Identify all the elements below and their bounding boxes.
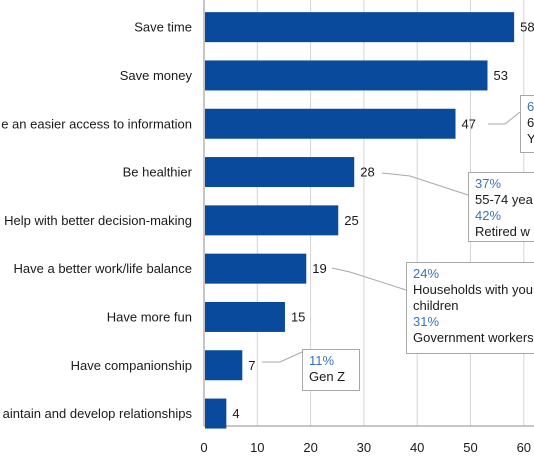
callout-leader-5: [331, 267, 407, 291]
value-label-0: 58: [520, 20, 534, 35]
value-label-7: 7: [248, 358, 255, 373]
callout-work-life-pct-2: 31%: [413, 314, 440, 329]
callout-leader-7: [262, 351, 303, 363]
x-tick-0: 0: [200, 440, 207, 455]
category-label-5: Have a better work/life balance: [14, 261, 192, 276]
category-label-2: e an easier access to information: [1, 116, 192, 131]
category-label-3: Be healthier: [123, 165, 193, 180]
value-label-8: 4: [232, 406, 239, 421]
value-label-2: 47: [462, 116, 476, 131]
callout-information-desc-2: Y: [527, 131, 534, 147]
callout-work-life-desc-2: Government workers: [413, 330, 534, 345]
callout-work-life-desc-1: Households with you children: [413, 282, 533, 313]
value-label-3: 28: [360, 165, 374, 180]
value-label-5: 19: [312, 261, 326, 276]
bar-5: [205, 253, 307, 284]
value-label-1: 53: [493, 68, 507, 83]
callout-healthier-pct-2: 42%: [475, 208, 502, 223]
bar-4: [205, 205, 339, 236]
x-tick-10: 10: [250, 440, 264, 455]
callout-healthier-desc-2: Retired w: [475, 224, 530, 239]
category-label-6: Have more fun: [107, 309, 192, 324]
x-tick-30: 30: [357, 440, 371, 455]
callout-information: 6 6 Y: [520, 95, 534, 153]
callout-healthier-desc-1: 55-74 yea: [475, 192, 533, 207]
x-axis-ticks: 0 10 20 30 40 50 60: [200, 440, 531, 455]
bar-1: [205, 60, 488, 91]
callout-information-pct-1: 6: [527, 99, 534, 114]
callout-healthier-pct-1: 37%: [475, 176, 502, 191]
value-labels: 58 53 47 28 25 19 15 7 4: [232, 20, 534, 421]
category-label-1: Save money: [120, 68, 193, 83]
callout-companionship-desc-1: Gen Z: [309, 369, 346, 384]
x-tick-50: 50: [463, 440, 477, 455]
value-label-6: 15: [291, 309, 305, 324]
category-labels: Save time Save money e an easier access to…: [1, 20, 192, 421]
callout-healthier: 37% 55-74 yea 42% Retired w: [468, 172, 534, 242]
category-label-8: aintain and develop relationships: [3, 406, 193, 421]
bar-2: [205, 108, 456, 139]
callout-work-life: 24% Households with you children 31% Gov…: [406, 262, 534, 354]
bar-6: [205, 301, 285, 332]
callout-leaders: [262, 111, 521, 363]
callout-work-life-pct-1: 24%: [413, 266, 440, 281]
category-label-4: Help with better decision-making: [4, 213, 192, 228]
bar-0: [205, 12, 515, 43]
bar-3: [205, 157, 355, 188]
callout-information-desc-1: 6: [527, 115, 534, 130]
bars: [205, 12, 515, 429]
callout-leader-2: [488, 111, 521, 125]
callout-companionship: 11% Gen Z: [302, 349, 360, 391]
bar-7: [205, 350, 243, 381]
callout-leader-3: [381, 172, 469, 196]
x-tick-40: 40: [410, 440, 424, 455]
x-tick-20: 20: [303, 440, 317, 455]
x-tick-60: 60: [517, 440, 531, 455]
category-label-7: Have companionship: [71, 358, 192, 373]
bar-8: [205, 398, 227, 429]
value-label-4: 25: [344, 213, 358, 228]
callout-companionship-pct-1: 11%: [309, 353, 335, 368]
category-label-0: Save time: [134, 20, 192, 35]
